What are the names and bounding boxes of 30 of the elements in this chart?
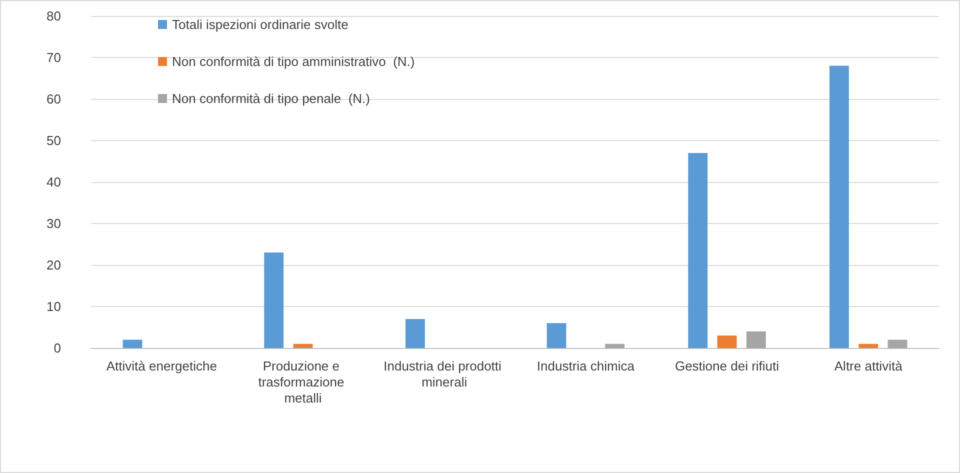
bar: [888, 340, 908, 348]
y-tick-label: 40: [46, 174, 61, 190]
bar: [122, 340, 142, 348]
legend-label: Non conformità di tipo penale (N.): [172, 91, 370, 106]
bar: [546, 323, 566, 348]
x-tick-label: Produzione e trasformazione metalli: [258, 358, 348, 406]
y-tick-label: 0: [54, 340, 61, 356]
y-tick-label: 20: [46, 258, 61, 272]
x-tick-label: Industria dei prodotti minerali: [384, 358, 506, 390]
bar: [605, 344, 625, 348]
y-tick-label: 80: [46, 8, 61, 24]
x-tick-label: Altre attività: [834, 358, 904, 374]
bar: [405, 318, 425, 348]
x-tick-label: Gestione dei rifiuti: [674, 358, 780, 374]
legend-label: Totali ispezioni ordinarie svolte: [172, 17, 348, 32]
bar: [717, 336, 737, 348]
bar: [746, 331, 766, 348]
bar: [264, 252, 284, 348]
legend-label: Non conformità di tipo amministrativo (N.): [172, 54, 415, 69]
y-tick-label: 60: [46, 92, 61, 106]
bar: [858, 344, 878, 348]
bar: [829, 66, 849, 348]
y-tick-label: 70: [46, 50, 61, 65]
y-tick-label: 50: [46, 133, 61, 148]
y-tick-label: 30: [46, 216, 61, 231]
bar: [688, 152, 708, 348]
x-tick-label: Attività energetiche: [106, 358, 217, 374]
y-tick-label: 10: [46, 299, 61, 314]
x-tick-label: Industria chimica: [536, 358, 636, 374]
bar: [293, 344, 313, 348]
